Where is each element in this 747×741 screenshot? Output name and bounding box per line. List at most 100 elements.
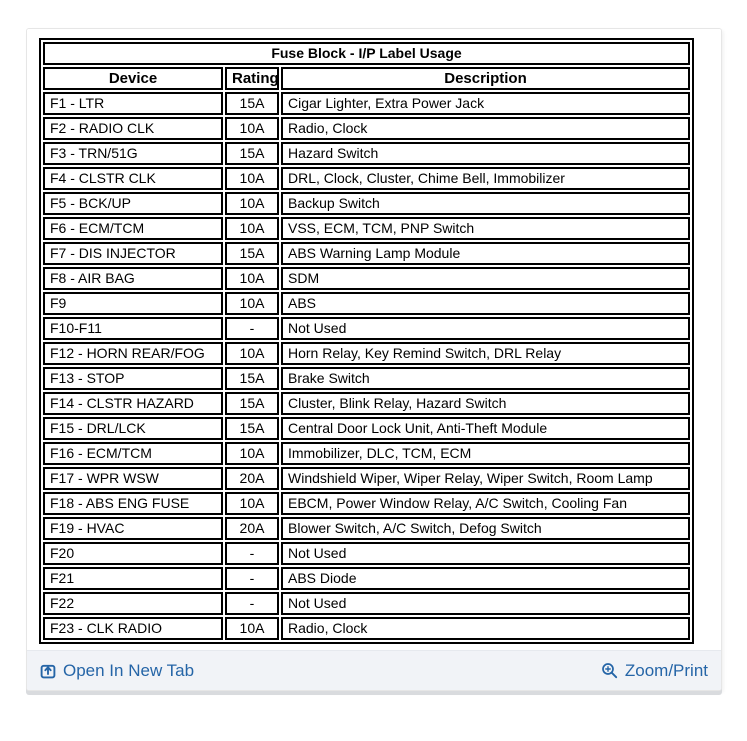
table-row: F16 - ECM/TCM 10A Immobilizer, DLC, TCM, E… bbox=[43, 442, 690, 465]
table-row: F18 - ABS ENG FUSE 10A EBCM, Power Window … bbox=[43, 492, 690, 515]
description-cell: Backup Switch bbox=[281, 192, 690, 215]
device-cell: F7 - DIS INJECTOR bbox=[43, 242, 223, 265]
device-cell: F20 bbox=[43, 542, 223, 565]
table-row: F12 - HORN REAR/FOG 10A Horn Relay, Key Re… bbox=[43, 342, 690, 365]
rating-cell: - bbox=[225, 592, 279, 615]
table-row: F8 - AIR BAG 10A SDM bbox=[43, 267, 690, 290]
rating-cell: 15A bbox=[225, 92, 279, 115]
device-cell: F17 - WPR WSW bbox=[43, 467, 223, 490]
device-cell: F6 - ECM/TCM bbox=[43, 217, 223, 240]
description-cell: VSS, ECM, TCM, PNP Switch bbox=[281, 217, 690, 240]
device-cell: F19 - HVAC bbox=[43, 517, 223, 540]
rating-cell: 10A bbox=[225, 342, 279, 365]
device-cell: F16 - ECM/TCM bbox=[43, 442, 223, 465]
description-cell: SDM bbox=[281, 267, 690, 290]
table-title: Fuse Block - I/P Label Usage bbox=[43, 42, 690, 65]
rating-cell: - bbox=[225, 542, 279, 565]
table-row: F20- Not Used bbox=[43, 542, 690, 565]
description-cell: DRL, Clock, Cluster, Chime Bell, Immobil… bbox=[281, 167, 690, 190]
table-row: F5 - BCK/UP 10A Backup Switch bbox=[43, 192, 690, 215]
zoom-print-link[interactable]: Zoom/Print bbox=[601, 661, 708, 681]
description-cell: Not Used bbox=[281, 542, 690, 565]
description-cell: Horn Relay, Key Remind Switch, DRL Relay bbox=[281, 342, 690, 365]
device-cell: F8 - AIR BAG bbox=[43, 267, 223, 290]
rating-cell: 20A bbox=[225, 467, 279, 490]
table-row: F4 - CLSTR CLK 10A DRL, Clock, Cluster, Ch… bbox=[43, 167, 690, 190]
column-header-device: Device bbox=[43, 67, 223, 90]
device-cell: F2 - RADIO CLK bbox=[43, 117, 223, 140]
table-header-row: Device Rating Description bbox=[43, 67, 690, 90]
device-cell: F21 bbox=[43, 567, 223, 590]
table-row: F15 - DRL/LCK 15A Central Door Lock Unit, … bbox=[43, 417, 690, 440]
device-cell: F14 - CLSTR HAZARD bbox=[43, 392, 223, 415]
device-cell: F10-F11 bbox=[43, 317, 223, 340]
rating-cell: 10A bbox=[225, 192, 279, 215]
rating-cell: 15A bbox=[225, 392, 279, 415]
rating-cell: 20A bbox=[225, 517, 279, 540]
description-cell: ABS Diode bbox=[281, 567, 690, 590]
rating-cell: 10A bbox=[225, 217, 279, 240]
device-cell: F9 bbox=[43, 292, 223, 315]
device-cell: F23 - CLK RADIO bbox=[43, 617, 223, 640]
table-row: F1 - LTR 15A Cigar Lighter, Extra Power Ja… bbox=[43, 92, 690, 115]
device-cell: F1 - LTR bbox=[43, 92, 223, 115]
table-row: F9 10A ABS bbox=[43, 292, 690, 315]
table-row: F19 - HVAC 20A Blower Switch, A/C Switch, … bbox=[43, 517, 690, 540]
table-row: F6 - ECM/TCM 10A VSS, ECM, TCM, PNP Switch bbox=[43, 217, 690, 240]
rating-cell: 15A bbox=[225, 142, 279, 165]
rating-cell: 10A bbox=[225, 267, 279, 290]
description-cell: Blower Switch, A/C Switch, Defog Switch bbox=[281, 517, 690, 540]
open-in-new-tab-label: Open In New Tab bbox=[63, 660, 195, 680]
rating-cell: 15A bbox=[225, 367, 279, 390]
device-cell: F5 - BCK/UP bbox=[43, 192, 223, 215]
fuse-block-table: Fuse Block - I/P Label Usage Device Rati… bbox=[39, 38, 694, 644]
description-cell: Immobilizer, DLC, TCM, ECM bbox=[281, 442, 690, 465]
zoom-plus-icon bbox=[601, 662, 618, 679]
table-row: F10-F11- Not Used bbox=[43, 317, 690, 340]
description-cell: Central Door Lock Unit, Anti-Theft Modul… bbox=[281, 417, 690, 440]
rating-cell: - bbox=[225, 317, 279, 340]
device-cell: F15 - DRL/LCK bbox=[43, 417, 223, 440]
rating-cell: 15A bbox=[225, 242, 279, 265]
rating-cell: - bbox=[225, 567, 279, 590]
description-cell: Not Used bbox=[281, 317, 690, 340]
device-cell: F3 - TRN/51G bbox=[43, 142, 223, 165]
column-header-rating: Rating bbox=[225, 67, 279, 90]
description-cell: ABS Warning Lamp Module bbox=[281, 242, 690, 265]
footer-bar: Open In New Tab Zoom/Print bbox=[27, 650, 721, 690]
description-cell: Radio, Clock bbox=[281, 117, 690, 140]
device-cell: F4 - CLSTR CLK bbox=[43, 167, 223, 190]
rating-cell: 10A bbox=[225, 617, 279, 640]
table-row: F3 - TRN/51G 15A Hazard Switch bbox=[43, 142, 690, 165]
table-title-row: Fuse Block - I/P Label Usage bbox=[43, 42, 690, 65]
description-cell: Not Used bbox=[281, 592, 690, 615]
fuse-block-card: Fuse Block - I/P Label Usage Device Rati… bbox=[26, 28, 722, 691]
description-cell: Hazard Switch bbox=[281, 142, 690, 165]
description-cell: ABS bbox=[281, 292, 690, 315]
column-header-description: Description bbox=[281, 67, 690, 90]
fuse-table-container: Fuse Block - I/P Label Usage Device Rati… bbox=[27, 29, 721, 650]
table-row: F14 - CLSTR HAZARD 15A Cluster, Blink Rela… bbox=[43, 392, 690, 415]
open-in-new-tab-icon bbox=[40, 663, 56, 679]
rating-cell: 10A bbox=[225, 442, 279, 465]
rating-cell: 10A bbox=[225, 292, 279, 315]
table-row: F2 - RADIO CLK 10A Radio, Clock bbox=[43, 117, 690, 140]
open-in-new-tab-link[interactable]: Open In New Tab bbox=[40, 661, 194, 681]
table-row: F23 - CLK RADIO 10A Radio, Clock bbox=[43, 617, 690, 640]
table-row: F22- Not Used bbox=[43, 592, 690, 615]
description-cell: Radio, Clock bbox=[281, 617, 690, 640]
device-cell: F13 - STOP bbox=[43, 367, 223, 390]
description-cell: Cluster, Blink Relay, Hazard Switch bbox=[281, 392, 690, 415]
table-row: F17 - WPR WSW 20A Windshield Wiper, Wiper … bbox=[43, 467, 690, 490]
description-cell: Brake Switch bbox=[281, 367, 690, 390]
description-cell: Windshield Wiper, Wiper Relay, Wiper Swi… bbox=[281, 467, 690, 490]
device-cell: F12 - HORN REAR/FOG bbox=[43, 342, 223, 365]
table-row: F7 - DIS INJECTOR 15A ABS Warning Lamp Mod… bbox=[43, 242, 690, 265]
table-body: F1 - LTR 15A Cigar Lighter, Extra Power Ja… bbox=[43, 92, 690, 640]
rating-cell: 15A bbox=[225, 417, 279, 440]
table-row: F13 - STOP 15A Brake Switch bbox=[43, 367, 690, 390]
zoom-print-label: Zoom/Print bbox=[624, 660, 708, 680]
table-row: F21- ABS Diode bbox=[43, 567, 690, 590]
device-cell: F22 bbox=[43, 592, 223, 615]
description-cell: Cigar Lighter, Extra Power Jack bbox=[281, 92, 690, 115]
